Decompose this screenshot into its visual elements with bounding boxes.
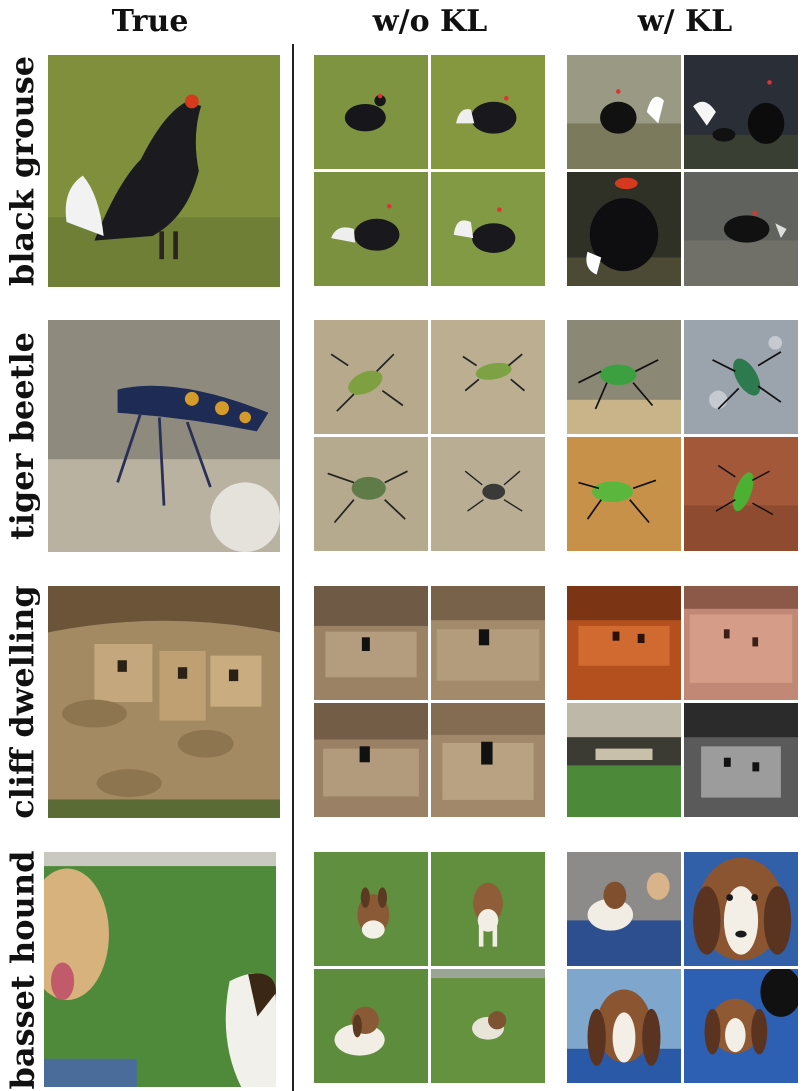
with-kl-sample-6-2 <box>684 703 798 817</box>
column-divider <box>292 44 294 1091</box>
column-header-true: True <box>111 4 189 39</box>
true-image-basset-hound <box>44 852 276 1087</box>
without-kl-sample-8-1 <box>314 969 428 1083</box>
true-image-black-grouse <box>48 55 280 287</box>
with-kl-sample-4-1 <box>567 437 681 551</box>
without-kl-sample-4-2 <box>431 437 545 551</box>
with-kl-sample-2-1 <box>567 172 681 286</box>
with-kl-sample-5-1 <box>567 586 681 700</box>
without-kl-sample-7-2 <box>431 852 545 966</box>
row-label-black-grouse: black grouse <box>3 55 41 287</box>
without-kl-sample-3-1 <box>314 320 428 434</box>
row-label-cliff-dwelling: cliff dwelling <box>3 585 41 819</box>
with-kl-sample-5-2 <box>684 586 798 700</box>
with-kl-sample-7-1 <box>567 852 681 966</box>
with-kl-sample-3-2 <box>684 320 798 434</box>
without-kl-sample-7-1 <box>314 852 428 966</box>
without-kl-sample-8-2 <box>431 969 545 1083</box>
with-kl-sample-8-2 <box>684 969 798 1083</box>
without-kl-sample-1-1 <box>314 55 428 169</box>
without-kl-sample-1-2 <box>431 55 545 169</box>
with-kl-sample-1-1 <box>567 55 681 169</box>
with-kl-sample-4-2 <box>684 437 798 551</box>
with-kl-sample-2-2 <box>684 172 798 286</box>
without-kl-sample-2-2 <box>431 172 545 286</box>
true-image-cliff-dwelling <box>48 586 280 818</box>
with-kl-sample-6-1 <box>567 703 681 817</box>
column-header-without-kl: w/o KL <box>372 4 488 39</box>
without-kl-sample-5-1 <box>314 586 428 700</box>
without-kl-sample-6-2 <box>431 703 545 817</box>
with-kl-sample-7-2 <box>684 852 798 966</box>
row-label-tiger-beetle: tiger beetle <box>3 331 41 541</box>
column-header-with-kl: w/ KL <box>637 4 733 39</box>
without-kl-sample-6-1 <box>314 703 428 817</box>
true-image-tiger-beetle <box>48 320 280 552</box>
row-label-basset-hound: basset hound <box>3 850 41 1089</box>
with-kl-sample-1-2 <box>684 55 798 169</box>
without-kl-sample-3-2 <box>431 320 545 434</box>
without-kl-sample-2-1 <box>314 172 428 286</box>
without-kl-sample-5-2 <box>431 586 545 700</box>
with-kl-sample-3-1 <box>567 320 681 434</box>
without-kl-sample-4-1 <box>314 437 428 551</box>
with-kl-sample-8-1 <box>567 969 681 1083</box>
